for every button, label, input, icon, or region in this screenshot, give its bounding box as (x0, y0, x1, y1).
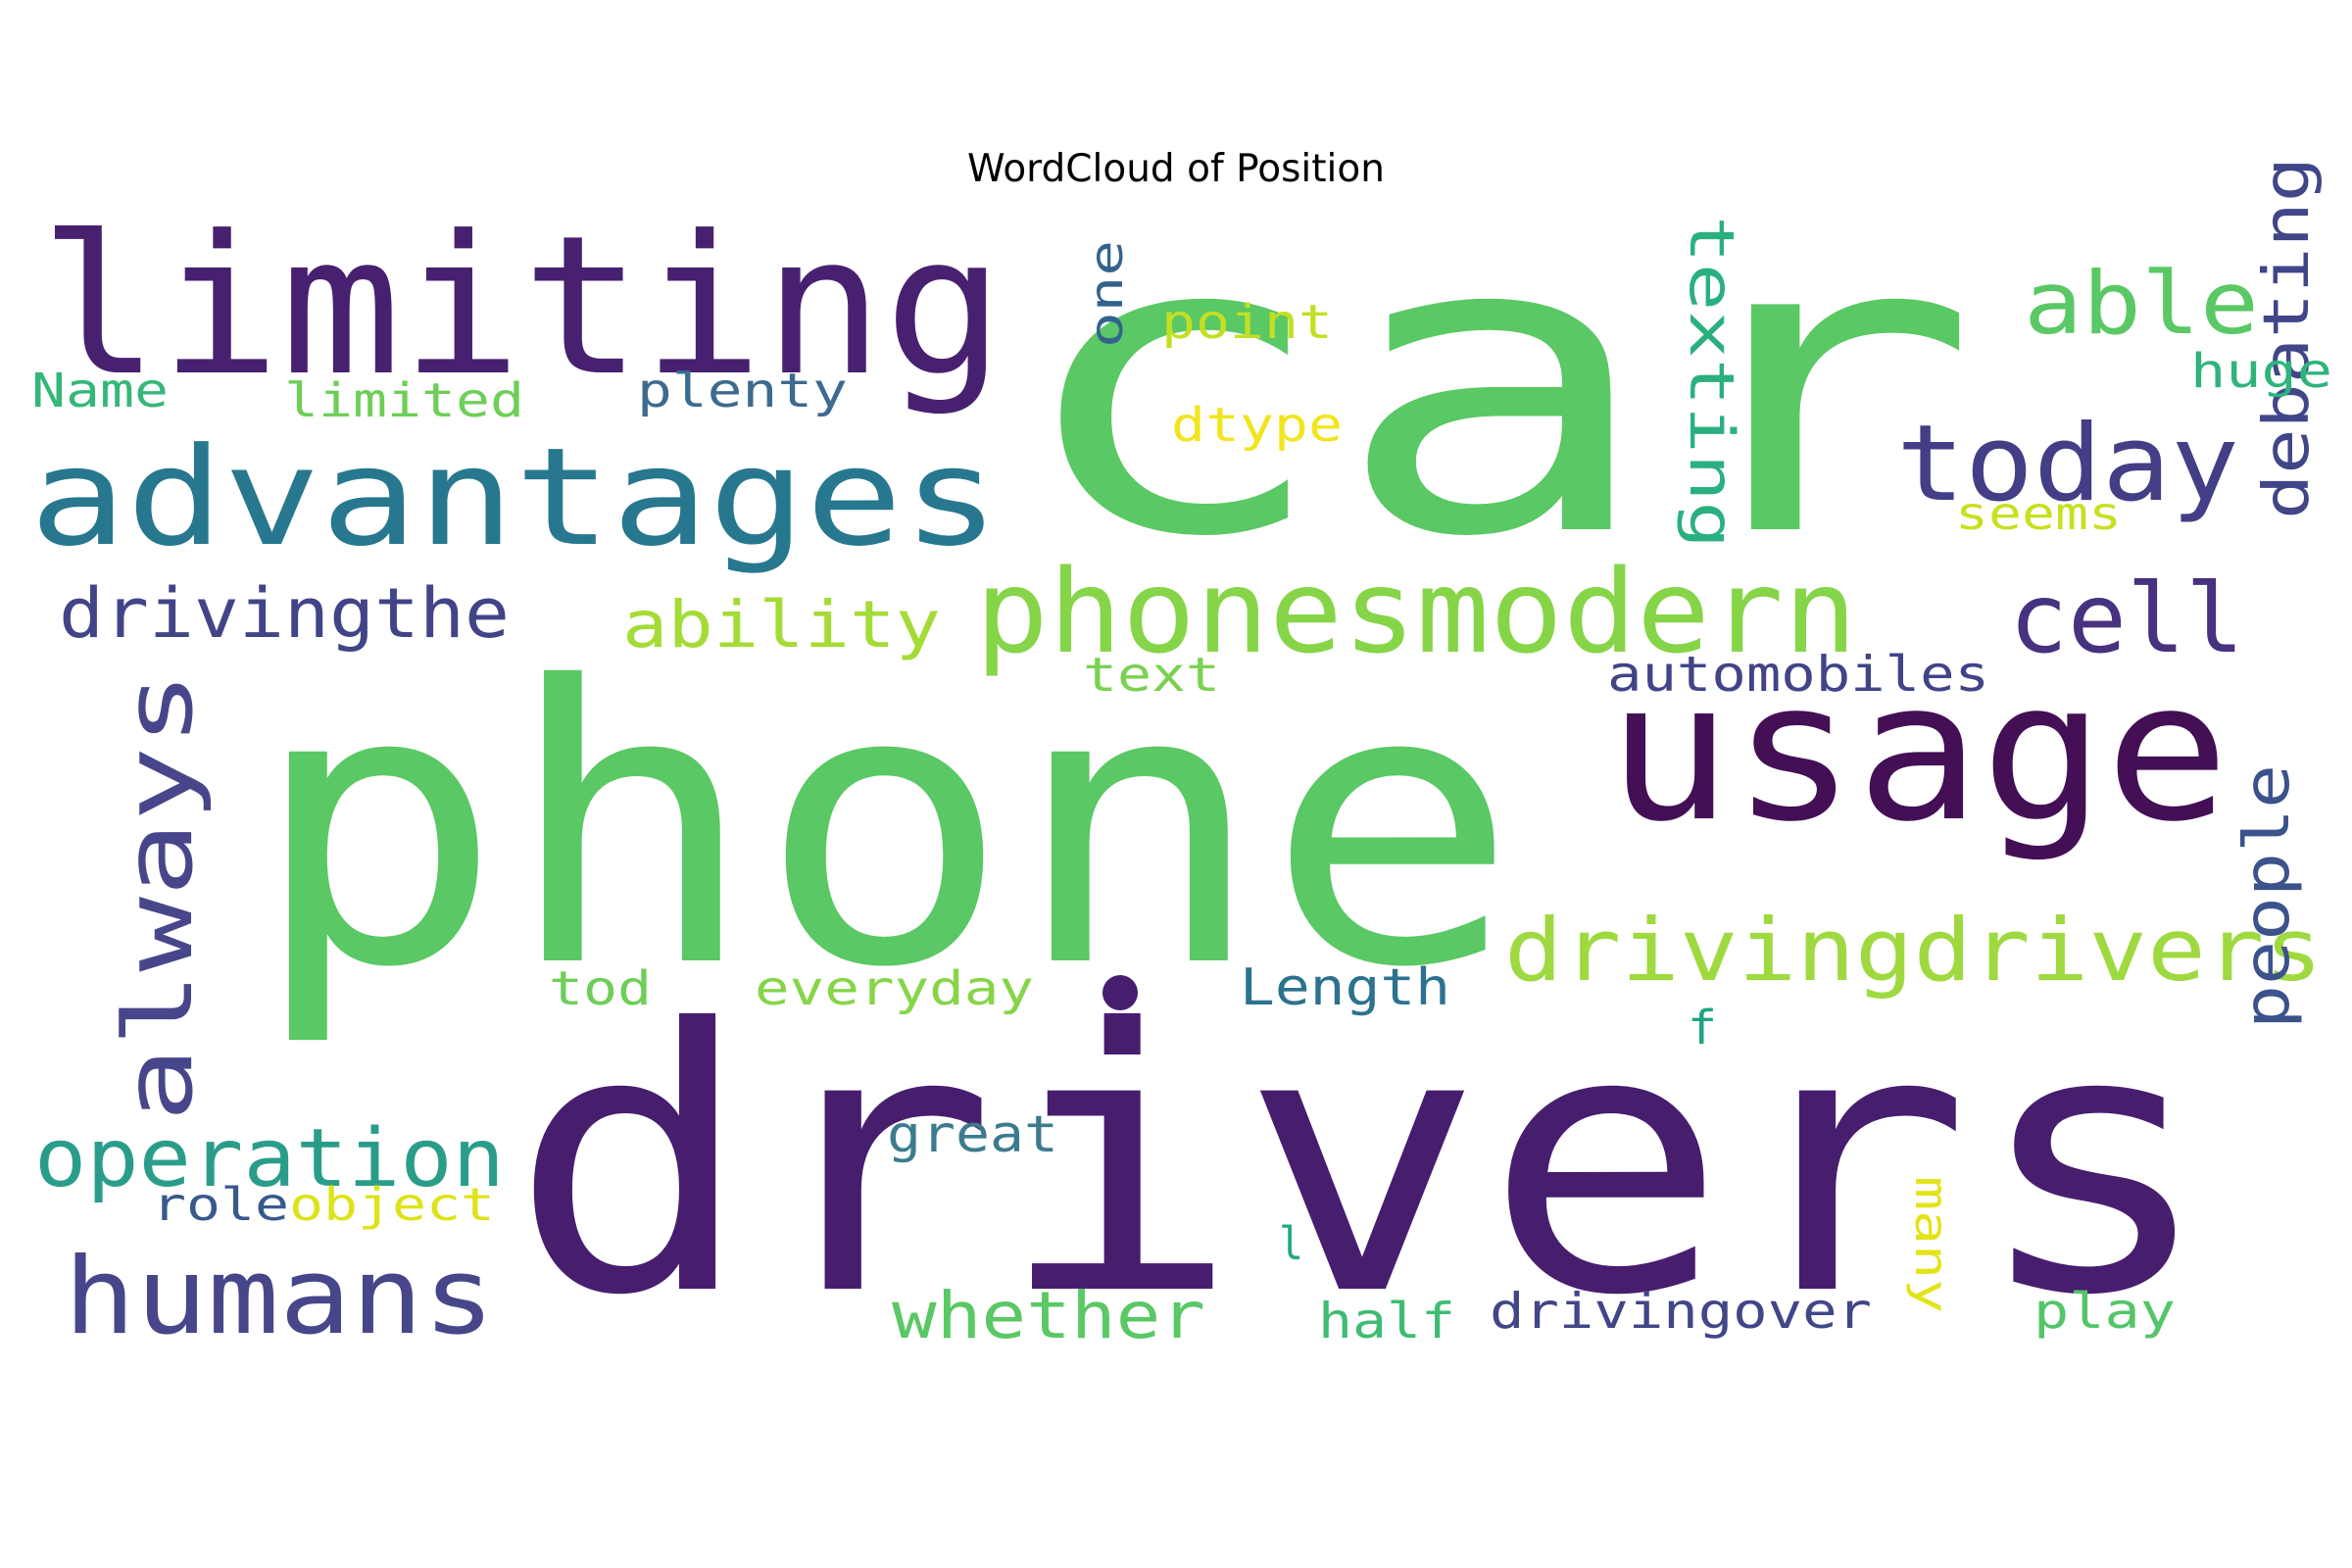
word-great: great (887, 1105, 1058, 1164)
word-plenty: plenty (637, 364, 848, 418)
word-texting: texting (1676, 216, 1747, 549)
word-operation: operation (34, 1112, 505, 1205)
word-role: role (152, 1178, 289, 1231)
word-phonesmodern: phonesmodern (975, 544, 1857, 679)
word-drivingover: drivingover (1490, 1283, 1872, 1340)
word-whether: whether (892, 1278, 1205, 1353)
dot-glyph (1102, 975, 1138, 1010)
word-drivingdrivers: drivingdrivers (1504, 900, 2323, 1001)
word-many: many (1905, 1176, 1958, 1313)
word-dtype: dtype (1171, 398, 1343, 453)
word-always: always (104, 671, 214, 1122)
word-people: people (2231, 764, 2304, 1029)
word-car: car (1009, 148, 1980, 627)
word-drivers: drivers (510, 954, 2215, 1375)
word-ability: ability (622, 587, 941, 662)
word-drivingthe: drivingthe (59, 573, 510, 654)
word-one: one (1080, 240, 1133, 348)
figure-title: WordCloud of Position (967, 147, 1385, 191)
word-able: able (2024, 253, 2259, 354)
word-tod: tod (549, 961, 652, 1016)
word-advantages: advantages (29, 418, 1000, 576)
word-length: Length (1240, 958, 1450, 1017)
word-text: text (1083, 648, 1220, 703)
word-automobiles: automobiles (1607, 646, 1989, 703)
word-limiting: limiting (39, 195, 1004, 418)
word-play: play (2034, 1283, 2176, 1340)
word-everyday: everyday (755, 961, 1034, 1016)
word-limited: limited (284, 373, 524, 428)
word-object: object (289, 1178, 495, 1231)
word-half: half (1318, 1293, 1455, 1349)
word-name: Name (31, 364, 169, 418)
word-phone: phone (250, 606, 1519, 1051)
word-debating: debating (2251, 157, 2324, 519)
word-f: f (1688, 1001, 1717, 1055)
word-point: point (1161, 295, 1333, 350)
word-humans: humans (64, 1236, 495, 1358)
word-l: l (1279, 1217, 1303, 1270)
word-huge: huge (2190, 344, 2332, 399)
word-usage: usage (1607, 641, 2230, 864)
word-cell: cell (2009, 564, 2244, 675)
word-today: today (1896, 403, 2239, 525)
word-seems: seems (1955, 487, 2122, 540)
